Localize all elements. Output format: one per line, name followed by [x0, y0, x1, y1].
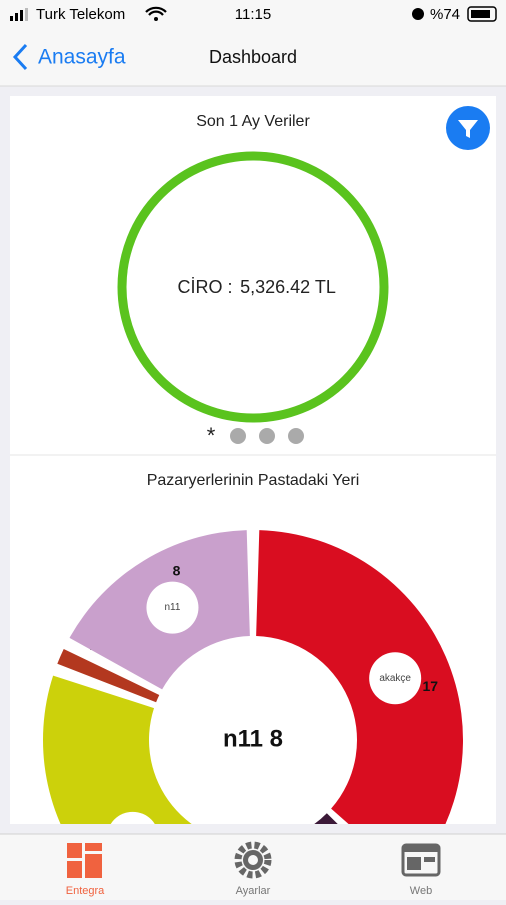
wifi-icon [145, 6, 167, 16]
tab-label[interactable]: Entegra [66, 885, 105, 897]
pie-title: Pazaryerlerinin Pastadaki Yeri [147, 472, 360, 489]
battery-percent: %74 [430, 6, 460, 23]
pie-slice [314, 813, 338, 824]
back-button[interactable]: Anasayfa [38, 46, 126, 69]
web-icon[interactable] [401, 843, 441, 877]
ciro-label: CİRO : [177, 277, 232, 297]
slice-label: 17 [422, 678, 438, 694]
page-indicator-active[interactable]: * [207, 423, 216, 448]
clock: 11:15 [235, 6, 271, 23]
carrier: Turk Telekom [36, 6, 125, 23]
filter-icon [458, 120, 478, 138]
battery-icon [467, 6, 497, 22]
logo-badge [110, 811, 155, 824]
pie-slice [57, 649, 160, 703]
entegra-icon[interactable] [67, 843, 102, 878]
wifi-dot [154, 17, 158, 21]
settings-icon[interactable] [234, 841, 272, 879]
page-dot[interactable] [259, 428, 275, 444]
logo-badge [146, 581, 199, 634]
logo-badge [369, 652, 422, 705]
tab-label[interactable]: Web [410, 885, 432, 897]
card-title: Son 1 Ay Veriler [196, 113, 310, 130]
signal-icon [10, 8, 28, 21]
logo-text: n11 [164, 602, 180, 613]
battery-level [471, 10, 490, 18]
ciro-value: 5,326.42 TL [240, 277, 336, 297]
back-chevron[interactable] [12, 43, 28, 71]
page-dot[interactable] [230, 428, 246, 444]
pie-chart: akakçe175hepsi burada151n118n11 8 [43, 530, 463, 824]
logo-text: akakçe [379, 673, 411, 684]
tab-label[interactable]: Ayarlar [236, 885, 271, 897]
page-dot[interactable] [288, 428, 304, 444]
ciro-ring [117, 151, 389, 423]
nav-title: Dashboard [209, 47, 297, 67]
pie-slice [43, 675, 192, 824]
pie-slice [256, 530, 463, 824]
center-label: n11 8 [223, 725, 283, 752]
alarm-icon [412, 8, 424, 20]
slice-label: 8 [173, 562, 181, 578]
